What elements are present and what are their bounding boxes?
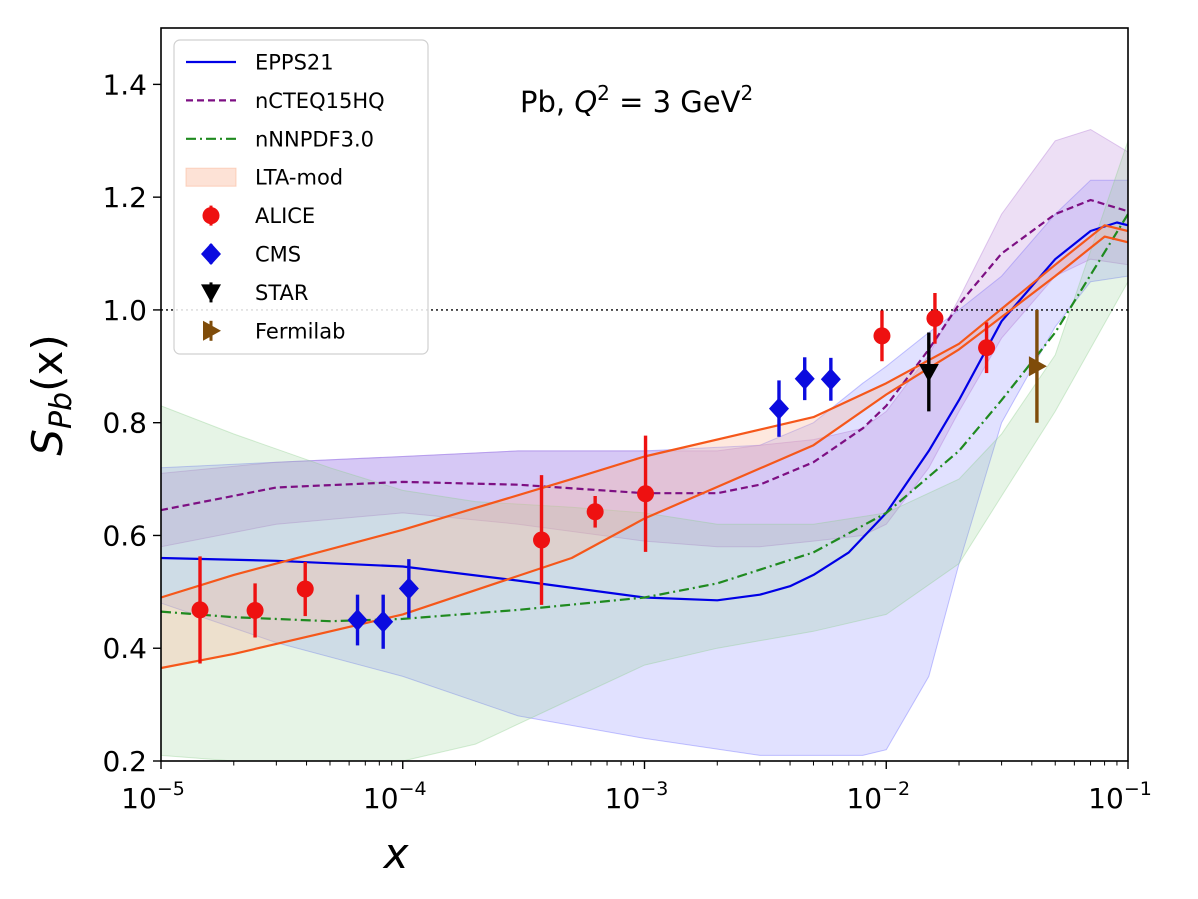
x-tick-base: 10 [363,782,399,815]
legend-label-epps21: EPPS21 [255,51,334,75]
legend-label-nnnpdf3-0: nNNPDF3.0 [255,127,374,151]
annotation-q-exponent: 2 [597,81,610,105]
y-axis-label: SPb(x) [23,334,79,455]
x-axis-label: x [382,829,410,878]
x-tick-label: 10−3 [605,778,669,815]
x-tick-exponent: −1 [1124,778,1152,800]
star-point [918,363,939,382]
axis-ticks: 10−5 10−4 10−3 10−2 10−10.20.40.60.81.01.21.… [102,68,1151,815]
y-axis-label-tail: (x) [23,334,72,392]
x-tick-base: 10 [846,782,882,815]
y-tick-label: 0.4 [102,632,147,665]
alice-point [586,503,604,521]
y-tick-label: 1.0 [102,294,147,327]
y-tick-label: 1.4 [102,68,147,101]
y-tick-label: 0.2 [102,745,147,778]
alice-point [978,339,996,357]
cms-point [820,368,841,391]
alice-point [637,485,655,503]
cms-point [768,397,789,420]
annotation-nucleus: Pb, [520,85,574,119]
ncteq15hq-band [161,128,1128,548]
nnnpdf3-0-line [161,213,1128,623]
x-tick-base: 10 [1088,782,1124,815]
fermilab-point [1028,356,1047,377]
ncteq15hq-line [161,198,1128,512]
x-tick-base: 10 [605,782,641,815]
data-points [191,293,1047,664]
legend-label-fermilab: Fermilab [255,319,345,343]
annotation-value: = 3 GeV [610,85,741,119]
x-tick-label: 10−4 [363,778,427,815]
y-axis-label-main: S [23,429,72,456]
x-tick-label: 10−5 [121,778,185,815]
annotation-q: Q [574,85,597,119]
x-tick-exponent: −4 [399,778,427,800]
legend-marker-star [201,284,221,303]
lta-mod-upper-line [161,224,1128,599]
legend-handle-lta-mod [185,167,237,187]
cms-point [794,367,815,390]
series-lines [161,198,1128,670]
alice-point [246,601,264,619]
x-tick-exponent: −5 [157,778,185,800]
legend-entries: EPPS21 nCTEQ15HQ nNNPDF3.0 LTA-mod ALICE CMS S… [185,51,385,343]
legend-label-alice: ALICE [255,204,315,228]
nnnpdf3-0-band [161,140,1128,761]
chart-annotation: Pb, Q2 = 3 GeV2 [520,81,753,119]
legend-label-ncteq15hq: nCTEQ15HQ [255,89,385,113]
x-tick-label: 10−1 [1088,778,1152,815]
legend-label-lta-mod: LTA-mod [255,166,343,190]
cms-point [398,577,419,600]
y-tick-label: 0.8 [102,407,147,440]
x-tick-exponent: −3 [640,778,668,800]
legend-marker-fermilab [203,320,221,341]
y-tick-label: 1.2 [102,181,147,214]
alice-point [926,309,944,327]
legend-label-star: STAR [255,281,308,305]
cms-point [373,610,394,633]
legend-marker-cms [201,243,221,265]
legend-box [173,39,429,355]
y-tick-label: 0.6 [102,519,147,552]
alice-point [191,601,209,619]
y-axis-label-subscript: Pb [44,392,79,429]
x-tick-base: 10 [121,782,157,815]
x-tick-exponent: −2 [882,778,910,800]
legend-label-cms: CMS [255,243,301,267]
x-tick-label: 10−2 [846,778,910,815]
alice-point [873,327,891,345]
annotation-unit-exponent: 2 [740,81,753,105]
lta-mod-lower-line [161,235,1128,670]
epps21-line [161,221,1128,602]
cms-point [347,609,368,632]
alice-point [296,580,314,598]
legend-marker-alice [202,207,220,225]
alice-point [533,531,551,549]
legend: EPPS21 nCTEQ15HQ nNNPDF3.0 LTA-mod ALICE CMS S… [173,39,429,355]
